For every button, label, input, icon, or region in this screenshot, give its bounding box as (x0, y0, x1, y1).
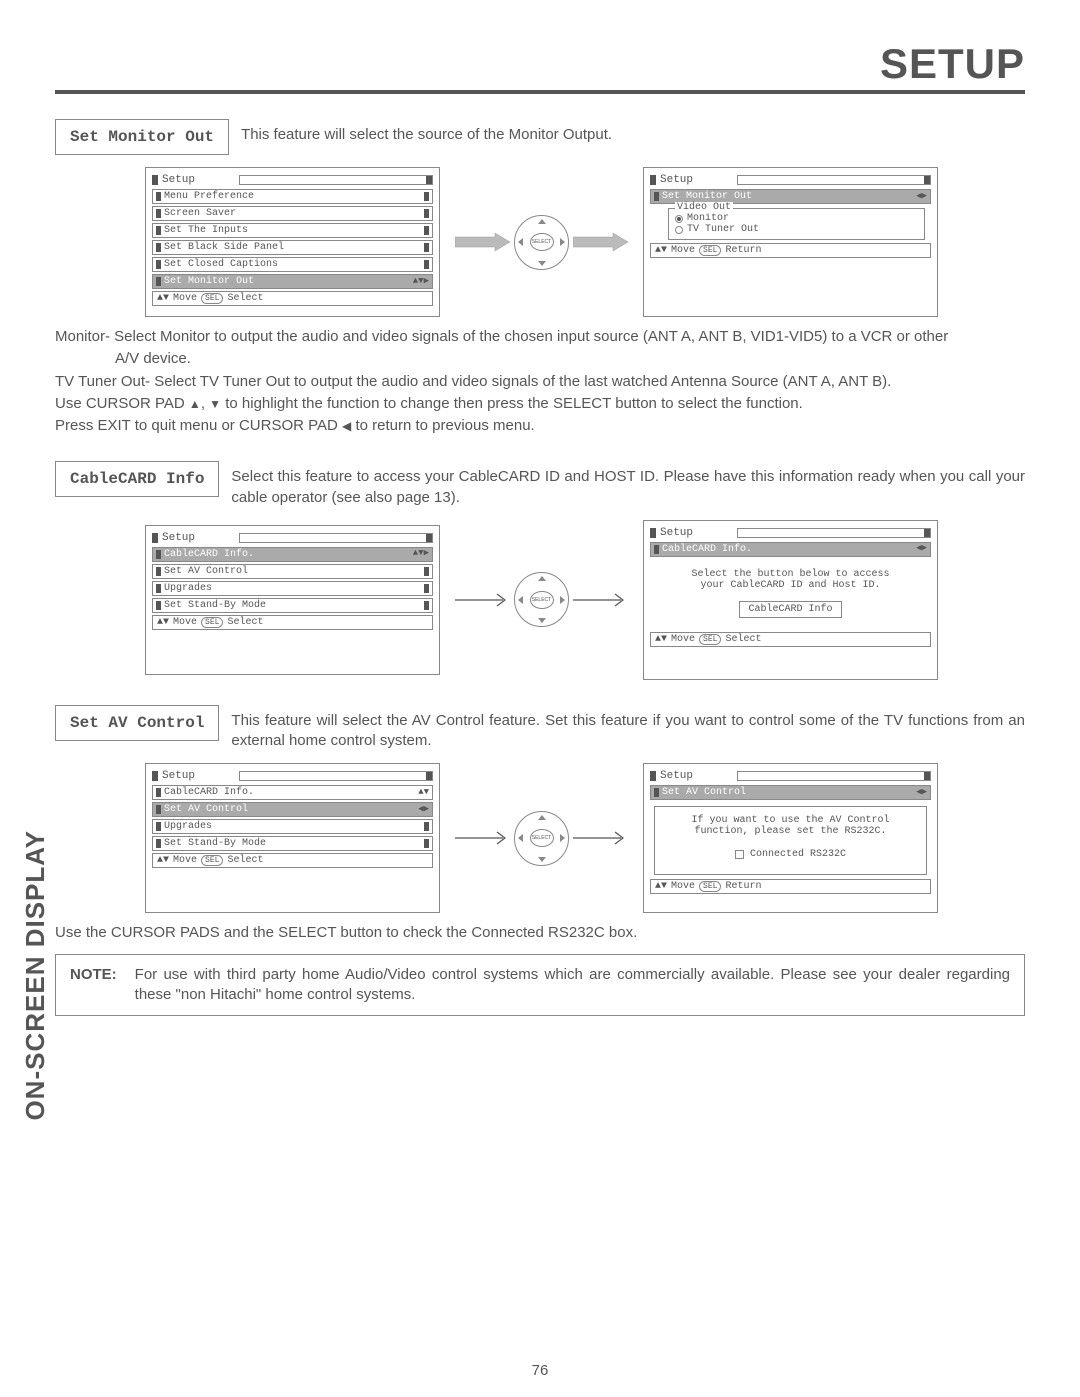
menu-item: Set AV Control (164, 566, 424, 577)
hint-row: ▲▼MoveSELSelect (152, 291, 433, 306)
menu-item-selected: Set Monitor Out (164, 276, 413, 287)
hint-row: ▲▼MoveSELSelect (650, 632, 931, 647)
section-desc: Select this feature to access your Cable… (231, 461, 1025, 508)
menu-item: CableCARD Info. (164, 787, 418, 798)
section-label: Set AV Control (55, 705, 219, 741)
menu-item: Set Black Side Panel (164, 242, 424, 253)
cablecard-info-button[interactable]: CableCARD Info (739, 601, 841, 618)
section-set-av-control: Set AV Control This feature will select … (55, 705, 1025, 1016)
screen-title: Setup (162, 174, 195, 186)
menu-item: Menu Preference (164, 191, 424, 202)
menu-item-selected: Set Monitor Out (662, 191, 916, 202)
menu-item-selected: Set AV Control (662, 787, 916, 798)
note-box: NOTE: For use with third party home Audi… (55, 954, 1025, 1017)
menu-item: Set The Inputs (164, 225, 424, 236)
fieldset-legend: Video Out (675, 202, 733, 213)
menu-item: Upgrades (164, 821, 424, 832)
checkbox-icon[interactable] (735, 850, 744, 859)
screen-title: Setup (660, 527, 693, 539)
page-title: SETUP (55, 40, 1025, 94)
screen-title: Setup (162, 770, 195, 782)
menu-screen-right: Setup CableCARD Info.◀▶ Select the butto… (643, 520, 938, 680)
select-pad-icon: SELECT (514, 572, 569, 627)
radio-label: TV Tuner Out (687, 224, 759, 235)
menu-item-selected: CableCARD Info. (164, 549, 413, 560)
side-tab-label: ON-SCREEN DISPLAY (20, 830, 51, 1121)
arrow-right-icon (573, 233, 628, 251)
page-number: 76 (0, 1362, 1080, 1379)
body-text: Use the CURSOR PADS and the SELECT butto… (55, 923, 1025, 943)
hint-row: ▲▼MoveSELSelect (152, 853, 433, 868)
menu-item: Set Stand-By Mode (164, 838, 424, 849)
body-text: Monitor- Select Monitor to output the au… (55, 327, 1025, 436)
info-text: Select the button below to access your C… (650, 559, 931, 597)
arrow-right-icon (455, 591, 510, 609)
arrow-right-icon (573, 591, 628, 609)
menu-screen-left: Setup Menu Preference Screen Saver Set T… (145, 167, 440, 317)
select-pad-icon: SELECT (514, 215, 569, 270)
arrow-right-icon (455, 233, 510, 251)
menu-item-selected: Set AV Control (164, 804, 418, 815)
menu-item: Upgrades (164, 583, 424, 594)
hint-row: ▲▼MoveSELReturn (650, 879, 931, 894)
note-text: For use with third party home Audio/Vide… (135, 965, 1010, 1006)
hint-row: ▲▼MoveSELReturn (650, 243, 931, 258)
menu-item: Screen Saver (164, 208, 424, 219)
radio-icon (675, 226, 683, 234)
menu-item-selected: CableCARD Info. (662, 544, 916, 555)
screen-title: Setup (660, 770, 693, 782)
menu-item: Set Closed Captions (164, 259, 424, 270)
menu-screen-left: Setup CableCARD Info.▲▼ Set AV Control◀▶… (145, 763, 440, 913)
section-cablecard-info: CableCARD Info Select this feature to ac… (55, 461, 1025, 680)
screen-title: Setup (162, 532, 195, 544)
checkbox-label: Connected RS232C (750, 849, 846, 860)
screen-title: Setup (660, 174, 693, 186)
section-set-monitor-out: Set Monitor Out This feature will select… (55, 119, 1025, 436)
section-label: CableCARD Info (55, 461, 219, 497)
menu-screen-right: Setup Set AV Control◀▶ If you want to us… (643, 763, 938, 913)
menu-screen-right: Setup Set Monitor Out◀▶ Video Out Monito… (643, 167, 938, 317)
menu-item: Set Stand-By Mode (164, 600, 424, 611)
section-desc: This feature will select the source of t… (241, 119, 1025, 145)
menu-screen-left: Setup CableCARD Info.▲▼▶ Set AV Control … (145, 525, 440, 675)
radio-label: Monitor (687, 213, 729, 224)
note-label: NOTE: (70, 965, 117, 1006)
section-desc: This feature will select the AV Control … (231, 705, 1025, 752)
radio-icon (675, 215, 683, 223)
video-out-group: Video Out Monitor TV Tuner Out (668, 208, 925, 240)
arrow-right-icon (455, 829, 510, 847)
arrow-right-icon (573, 829, 628, 847)
av-control-info-box: If you want to use the AV Control functi… (654, 806, 927, 875)
section-label: Set Monitor Out (55, 119, 229, 155)
select-pad-icon: SELECT (514, 811, 569, 866)
hint-row: ▲▼MoveSELSelect (152, 615, 433, 630)
